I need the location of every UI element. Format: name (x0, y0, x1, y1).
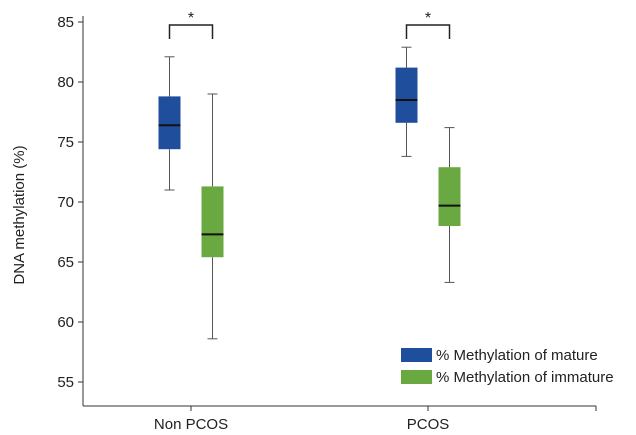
y-axis-label: DNA methylation (%) (11, 145, 28, 284)
box--methylation-of-immature-0 (201, 93, 224, 340)
box--methylation-of-mature-0 (158, 56, 181, 191)
y-tick-label: 85 (57, 14, 74, 31)
box-iqr (438, 167, 461, 226)
x-tick-label: Non PCOS (154, 416, 228, 433)
box--methylation-of-immature-1 (438, 127, 461, 283)
significance-label: * (188, 10, 194, 27)
y-tick-label: 60 (57, 314, 74, 331)
legend-swatch (401, 348, 432, 362)
legend-label: % Methylation of mature (436, 347, 598, 364)
x-tick-label: PCOS (407, 416, 450, 433)
y-tick-label: 75 (57, 134, 74, 151)
legend-swatch (401, 370, 432, 384)
y-tick-label: 80 (57, 74, 74, 91)
box-iqr (395, 67, 418, 123)
plot-area: * * (158, 10, 461, 340)
box-iqr (201, 186, 224, 258)
significance-bracket (405, 24, 451, 39)
significance-label: * (425, 10, 431, 27)
y-tick-label: 65 (57, 254, 74, 271)
significance-bracket (168, 24, 214, 39)
y-tick-label: 55 (57, 374, 74, 391)
y-tick-label: 70 (57, 194, 74, 211)
legend: % Methylation of mature % Methylation of … (401, 347, 614, 386)
legend-label: % Methylation of immature (436, 369, 614, 386)
axes: 55 60 65 70 75 80 85 Non PCOS PCOS (57, 14, 597, 433)
box--methylation-of-mature-1 (395, 46, 418, 157)
box-iqr (158, 96, 181, 150)
